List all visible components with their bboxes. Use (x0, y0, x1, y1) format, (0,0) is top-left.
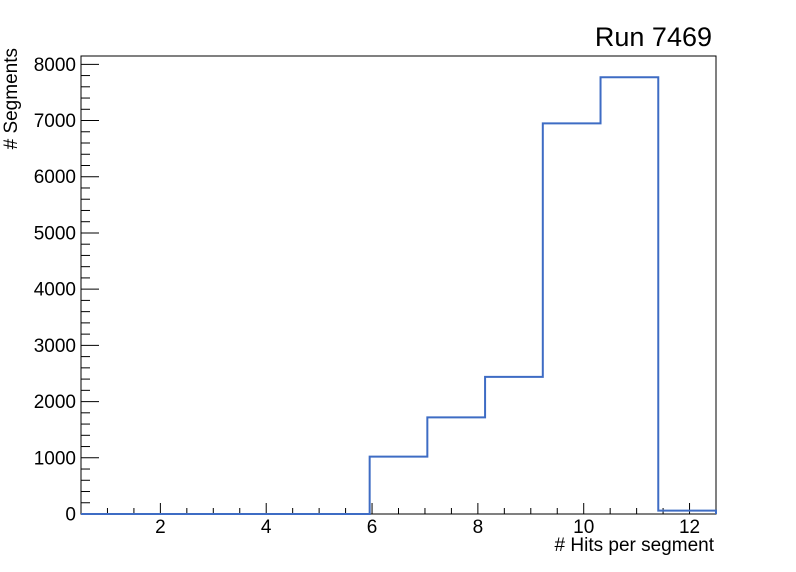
x-tick-label: 8 (473, 517, 484, 538)
y-tick-label: 4000 (34, 280, 76, 301)
x-tick-label: 10 (573, 517, 594, 538)
y-tick-label: 0 (65, 505, 76, 526)
y-tick-label: 7000 (34, 111, 76, 132)
chart-title: Run 7469 (595, 22, 712, 52)
x-tick-label: 2 (155, 517, 166, 538)
y-axis-title: # Segments (1, 48, 22, 149)
histogram-line (81, 76, 717, 515)
x-tick-label: 4 (261, 517, 272, 538)
plot-layer: 2 4 6 8 10 12 0 1000 2000 3000 4000 5000 6000 7000 800… (34, 55, 717, 538)
y-tick-label: 8000 (34, 55, 76, 76)
y-tick-label: 5000 (34, 223, 76, 244)
y-tick-label: 2000 (34, 392, 76, 413)
x-axis-title: # Hits per segment (555, 535, 715, 556)
y-tick-label: 1000 (34, 448, 76, 469)
x-tick-label: 12 (679, 517, 700, 538)
x-tick-label: 6 (367, 517, 378, 538)
y-tick-label: 6000 (34, 167, 76, 188)
plot-frame (80, 55, 717, 515)
y-tick-label: 3000 (34, 336, 76, 357)
